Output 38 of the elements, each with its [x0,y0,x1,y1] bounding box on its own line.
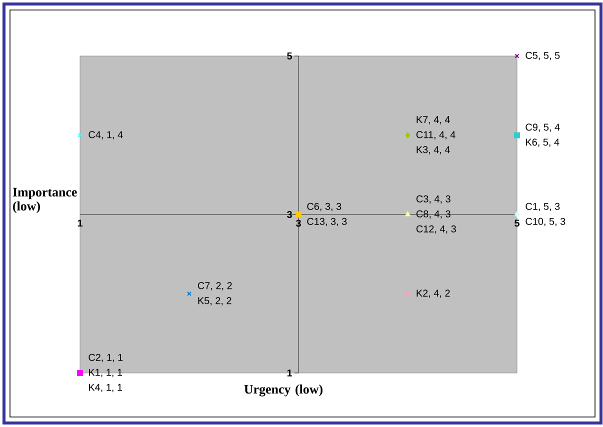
point [405,132,410,138]
annotation: C5, 5, 5 [526,52,560,60]
annotation: C7, 2, 2 [198,282,232,290]
annotation: C1, 5, 3 [526,202,560,212]
point [405,212,410,216]
y-tick-label: 3 [287,210,292,218]
point [514,54,520,58]
annotation: C11, 4, 4 [416,131,456,140]
x-axis-title: Urgency (low) [244,384,322,396]
annotation: K1, 1, 1 [89,368,122,378]
x-tick-label: 1 [78,220,82,227]
x-tick-label: 5 [514,220,520,227]
annotation: K5, 2, 2 [198,297,232,306]
point [186,291,192,296]
point [77,370,83,376]
annotation: K2, 4, 2 [416,290,450,298]
annotation: C8, 4, 3 [416,210,450,219]
annotation: K7, 4, 4 [416,116,450,124]
point [296,212,302,218]
point [514,212,520,218]
annotation: C13, 3, 3 [307,218,347,226]
x-tick-label: 3 [296,220,301,227]
point [78,132,82,138]
annotation: C9, 5, 4 [526,124,560,132]
annotation: C4, 1, 4 [88,131,123,140]
y-tick-label: 5 [287,52,292,60]
annotation: C6, 3, 3 [307,202,342,212]
annotation: C10, 5, 3 [526,218,566,226]
y-axis-title: Importance (low) [12,188,77,214]
annotation: K3, 4, 4 [416,146,450,154]
annotation: C3, 4, 3 [416,195,450,204]
annotation: K4, 1, 1 [89,384,122,392]
annotation: C2, 1, 1 [88,354,123,362]
annotation: C12, 4, 3 [416,225,456,234]
y-tick-label: 1 [287,370,292,376]
point [405,291,410,296]
point [514,132,520,138]
annotation: K6, 5, 4 [526,138,560,147]
